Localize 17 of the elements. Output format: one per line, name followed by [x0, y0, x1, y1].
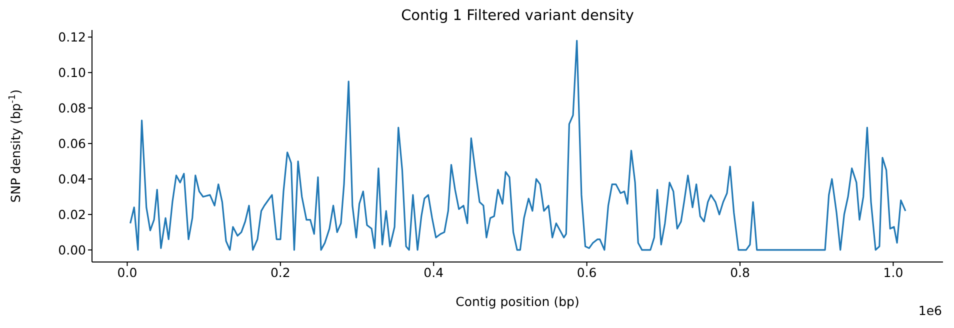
text: 1e6	[918, 303, 942, 318]
y-tick-label: 0.12	[58, 30, 86, 45]
line-series	[130, 40, 906, 251]
x-tick-label: 0.4	[424, 264, 444, 280]
x-tick-label: 0.6	[576, 264, 597, 280]
y-tick-label: 0.02	[58, 206, 86, 222]
y-tick-label: 0.04	[58, 171, 86, 186]
x-tick-label: 0.2	[270, 264, 290, 280]
x-tick-label: 0.0	[117, 264, 138, 280]
x-tick-label: 1.0	[883, 264, 904, 280]
x-tick-label: 0.8	[730, 264, 750, 280]
y-tick-label: 0.00	[58, 242, 86, 258]
chart-title: Contig 1 Filtered variant density	[400, 8, 635, 24]
y-tick-label: 0.10	[58, 65, 86, 80]
y-tick-label: 0.06	[58, 136, 86, 151]
y-tick-label: 0.08	[58, 100, 86, 116]
x-axis-title: Contig position (bp)	[456, 294, 580, 309]
